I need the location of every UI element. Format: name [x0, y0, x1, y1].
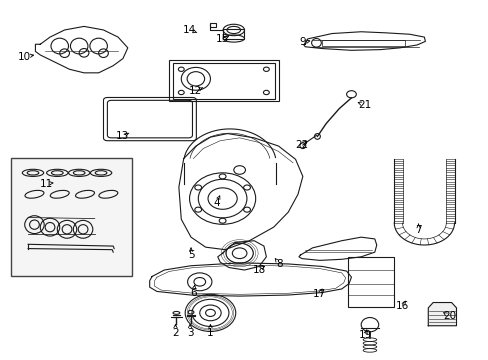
- Text: 20: 20: [442, 311, 455, 321]
- Polygon shape: [427, 302, 456, 326]
- Bar: [223, 29, 244, 39]
- Text: 13: 13: [115, 131, 128, 141]
- Text: 2: 2: [172, 328, 179, 338]
- Text: 3: 3: [186, 328, 193, 338]
- Bar: [347, 257, 393, 307]
- Bar: [169, 60, 278, 102]
- Text: 7: 7: [414, 225, 421, 235]
- Text: 16: 16: [395, 301, 408, 311]
- Text: 17: 17: [313, 289, 326, 298]
- Bar: [322, 40, 404, 46]
- Bar: [173, 63, 274, 99]
- Text: 14: 14: [183, 25, 196, 35]
- Text: 5: 5: [187, 250, 194, 260]
- Bar: [11, 158, 131, 276]
- Text: 11: 11: [40, 179, 53, 189]
- Text: 10: 10: [18, 52, 31, 62]
- Text: 6: 6: [190, 288, 196, 297]
- Text: 21: 21: [358, 100, 371, 110]
- Text: 4: 4: [213, 198, 219, 208]
- Text: 9: 9: [299, 37, 305, 48]
- Bar: [210, 23, 216, 27]
- Text: 1: 1: [207, 328, 213, 338]
- Text: 22: 22: [295, 140, 308, 150]
- Text: 18: 18: [252, 265, 265, 275]
- Text: 15: 15: [216, 34, 229, 44]
- Text: 12: 12: [189, 86, 202, 96]
- Text: 19: 19: [358, 330, 371, 341]
- Text: 8: 8: [276, 259, 282, 269]
